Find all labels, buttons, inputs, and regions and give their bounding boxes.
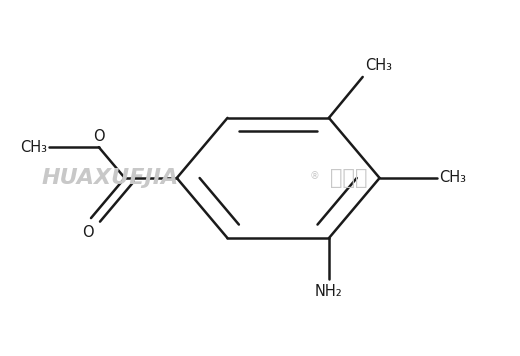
- Text: O: O: [83, 225, 94, 240]
- Text: O: O: [93, 129, 105, 143]
- Text: CH₃: CH₃: [365, 58, 392, 73]
- Text: CH₃: CH₃: [20, 140, 47, 155]
- Text: ®: ®: [309, 171, 319, 181]
- Text: CH₃: CH₃: [439, 171, 466, 185]
- Text: HUAXUEJIA: HUAXUEJIA: [42, 168, 179, 188]
- Text: 化学加: 化学加: [330, 168, 368, 188]
- Text: NH₂: NH₂: [315, 284, 343, 299]
